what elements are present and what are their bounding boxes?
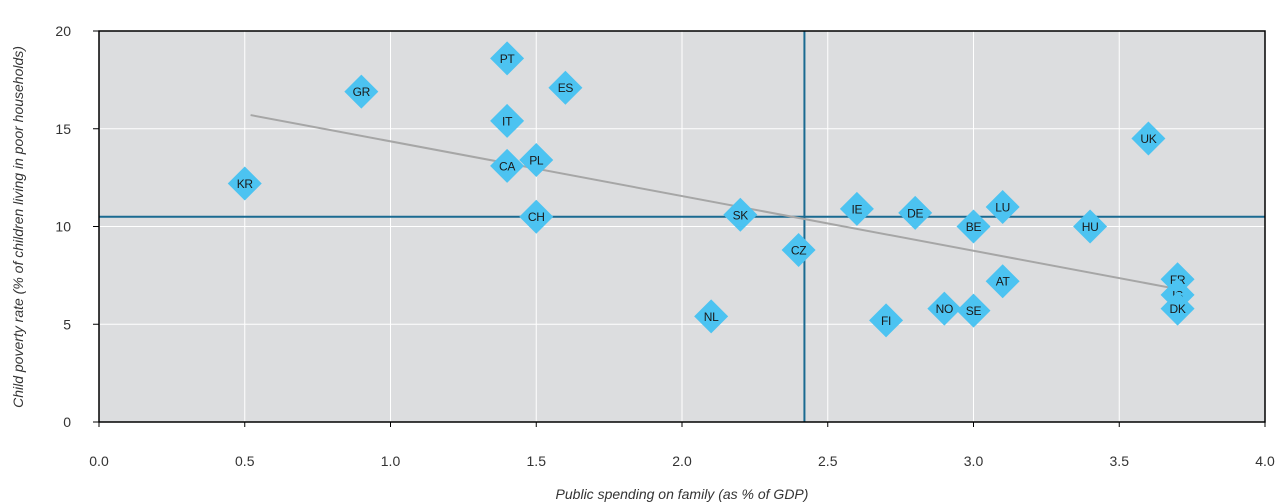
y-axis-title: Child poverty rate (% of children living… [10, 46, 26, 408]
x-tick-label: 1.0 [381, 453, 401, 469]
data-point-sk: SK [723, 197, 758, 232]
diamond-marker [985, 264, 1020, 299]
data-point-it: IT [490, 103, 525, 138]
point-label: NO [936, 302, 953, 316]
diamond-marker [927, 291, 962, 326]
x-tick-label: 3.5 [1110, 453, 1130, 469]
diamond-marker [519, 143, 554, 178]
reference-lines [99, 31, 1265, 422]
diamond-marker [898, 195, 933, 230]
x-tick-label: 0.0 [89, 453, 109, 469]
diamond-marker [723, 197, 758, 232]
data-point-ie: IE [839, 191, 874, 226]
data-point-at: AT [985, 264, 1020, 299]
y-tick-label: 0 [63, 414, 71, 430]
data-point-cz: CZ [781, 232, 816, 267]
diamond-marker [344, 74, 379, 109]
diamond-marker [1160, 291, 1195, 326]
data-point-ca: CA [490, 148, 525, 183]
point-label: HU [1082, 220, 1099, 234]
point-label: UK [1140, 132, 1156, 146]
x-tick-label: 0.5 [235, 453, 255, 469]
y-tick-label: 5 [63, 316, 71, 332]
x-tick-label: 1.5 [527, 453, 547, 469]
point-label: DE [907, 206, 923, 220]
x-axis-title: Public spending on family (as % of GDP) [556, 486, 809, 502]
diamond-marker [519, 199, 554, 234]
diamond-marker [490, 41, 525, 76]
diamond-marker [694, 299, 729, 334]
point-label: ES [558, 81, 574, 95]
point-label: GR [353, 85, 371, 99]
x-tick-label: 3.0 [964, 453, 984, 469]
data-point-kr: KR [227, 166, 262, 201]
y-tick-label: 10 [55, 219, 71, 235]
trend-line [250, 114, 1178, 291]
diamond-marker [956, 293, 991, 328]
point-label: CA [499, 159, 515, 173]
y-tick-label: 15 [55, 121, 71, 137]
point-label: PT [500, 52, 516, 66]
data-point-de: DE [898, 195, 933, 230]
x-tick-label: 2.0 [672, 453, 692, 469]
y-axis-ticks: 0 5 10 15 20 [55, 23, 99, 430]
data-point-se: SE [956, 293, 991, 328]
point-label: NL [704, 310, 719, 324]
diamond-marker [1073, 209, 1108, 244]
data-point-es: ES [548, 70, 583, 105]
data-point-ch: CH [519, 199, 554, 234]
diamond-marker [227, 166, 262, 201]
point-label: LU [995, 200, 1010, 214]
point-label: IE [852, 202, 863, 216]
point-label: SK [733, 208, 749, 222]
x-tick-label: 4.0 [1255, 453, 1275, 469]
point-label: SE [966, 304, 982, 318]
data-point-nl: NL [694, 299, 729, 334]
data-point-pl: PL [519, 143, 554, 178]
data-points: KR GR PT IT CA ES PL CH NL SK CZ IE FI DE NO SE BE LU AT HU… [227, 41, 1195, 338]
diamond-marker [490, 103, 525, 138]
diamond-marker [490, 148, 525, 183]
point-label: AT [996, 275, 1011, 289]
data-point-uk: UK [1131, 121, 1166, 156]
diamond-marker [956, 209, 991, 244]
data-point-pt: PT [490, 41, 525, 76]
y-tick-label: 20 [55, 23, 71, 39]
x-axis-ticks: 0.0 0.5 1.0 1.5 2.0 2.5 3.0 3.5 4.0 [89, 422, 1275, 469]
data-point-gr: GR [344, 74, 379, 109]
diamond-marker [985, 189, 1020, 224]
point-label: FI [881, 314, 891, 328]
diamond-marker [781, 232, 816, 267]
point-label: CH [528, 210, 545, 224]
diamond-marker [1131, 121, 1166, 156]
data-point-lu: LU [985, 189, 1020, 224]
x-tick-label: 2.5 [818, 453, 838, 469]
data-point-no: NO [927, 291, 962, 326]
diamond-marker [869, 303, 904, 338]
data-point-hu: HU [1073, 209, 1108, 244]
point-label: PL [529, 154, 544, 168]
diamond-marker [839, 191, 874, 226]
data-point-fi: FI [869, 303, 904, 338]
point-label: IT [502, 114, 513, 128]
point-label: DK [1170, 302, 1186, 316]
data-point-be: BE [956, 209, 991, 244]
point-label: KR [237, 177, 254, 191]
data-point-dk: DK [1160, 291, 1195, 326]
point-label: BE [966, 220, 982, 234]
point-label: CZ [791, 243, 806, 257]
diamond-marker [548, 70, 583, 105]
